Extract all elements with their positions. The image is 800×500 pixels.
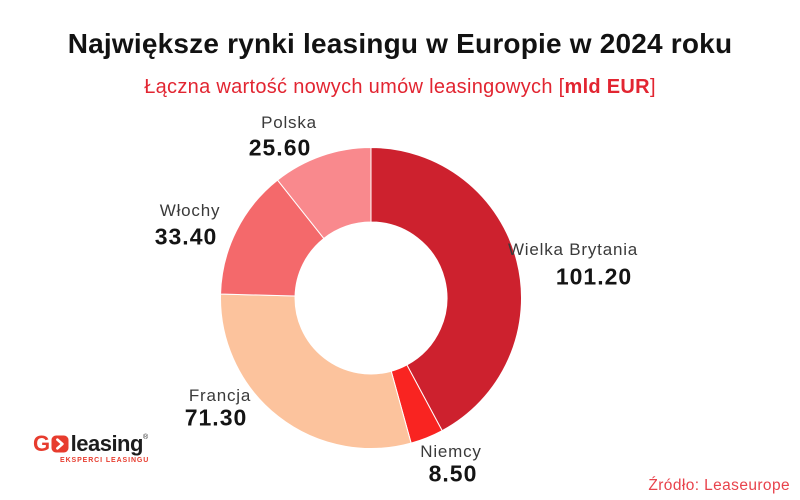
donut-slice-polska: [276, 146, 372, 240]
logo-tagline: EKSPERCI LEASINGU: [60, 457, 150, 464]
page-title: Największe rynki leasingu w Europie w 20…: [67, 28, 733, 59]
subtitle-unit: mld EUR: [564, 76, 650, 98]
slice-value-francja: 71.30: [184, 404, 248, 431]
donut-slice-francja: [220, 293, 412, 449]
donut-chart: [220, 146, 522, 449]
subtitle-suffix: ]: [649, 76, 656, 98]
slice-label-wielka-brytania: Wielka Brytania: [507, 240, 639, 259]
logo-arrow-icon: [51, 435, 69, 453]
slice-value-wlochy: 33.40: [154, 223, 218, 250]
source-attribution: Źródło: Leaseurope: [648, 477, 790, 494]
slice-label-francja: Francja: [188, 386, 252, 405]
slice-value-wielka-brytania: 101.20: [555, 263, 633, 290]
goleasing-logo-wordmark: G leasing ®: [33, 433, 149, 455]
slice-label-polska: Polska: [261, 113, 317, 132]
registered-trademark-icon: ®: [142, 434, 149, 441]
slice-label-wlochy: Włochy: [159, 201, 221, 220]
logo-word-leasing: leasing: [70, 431, 144, 456]
logo-letter-g: G: [33, 431, 50, 456]
subtitle-prefix: Łączna wartość nowych umów leasingowych …: [144, 76, 565, 98]
goleasing-logo: G leasing ® EKSPERCI LEASINGU: [33, 433, 150, 465]
chart-subtitle: Łączna wartość nowych umów leasingowych …: [0, 76, 800, 99]
donut-slice-wielka-brytania: [370, 146, 522, 432]
slice-value-niemcy: 8.50: [428, 460, 478, 487]
slice-label-niemcy: Niemcy: [420, 442, 482, 461]
slice-value-polska: 25.60: [248, 134, 312, 161]
